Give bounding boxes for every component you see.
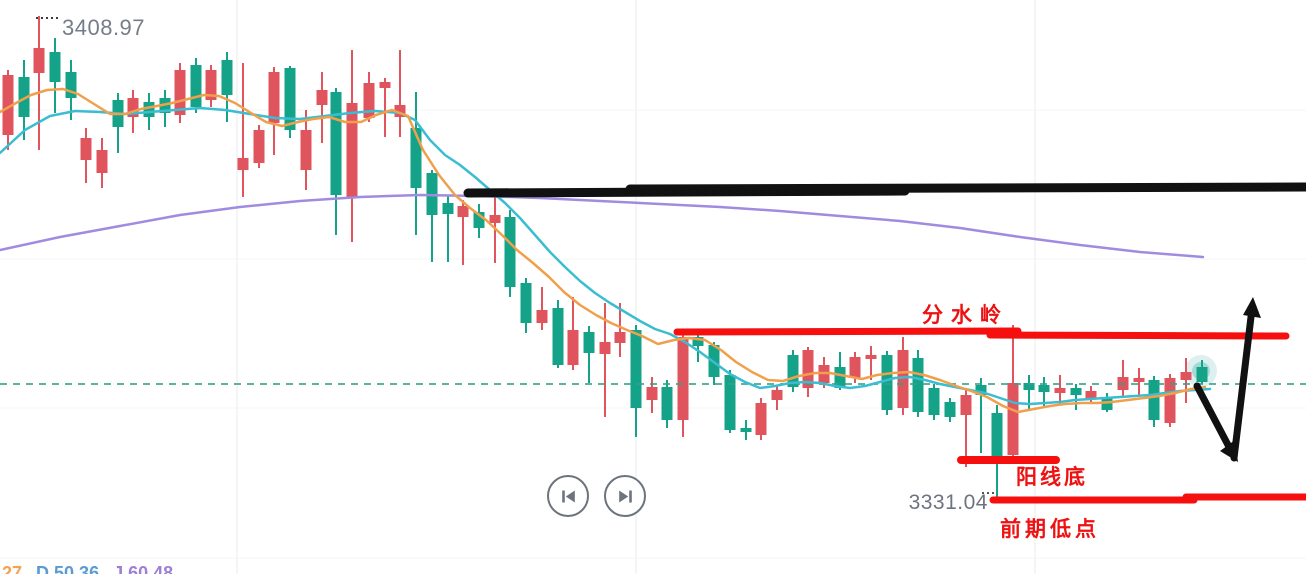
skip-back-icon bbox=[559, 487, 578, 506]
skip-to-end-button[interactable] bbox=[604, 475, 646, 517]
watershed-line-a bbox=[673, 327, 1022, 336]
ma-orange-fast bbox=[0, 87, 1207, 414]
skip-to-start-button[interactable] bbox=[547, 475, 589, 517]
skip-forward-icon bbox=[616, 487, 635, 506]
kdj-indicator-legend: 27 D 50.36 J 60.48 bbox=[2, 563, 187, 574]
candles bbox=[2, 16, 1208, 500]
ma-cyan bbox=[0, 106, 1212, 406]
black-trendline-b bbox=[625, 182, 1306, 194]
yang-bottom-annotation: 阳线底 bbox=[1016, 465, 1088, 489]
watershed-annotation: 分水岭 bbox=[922, 303, 1009, 327]
previous-low-annotation: 前期低点 bbox=[1000, 517, 1100, 541]
annotation-lines bbox=[463, 182, 1306, 504]
ma-purple-slow bbox=[0, 193, 1205, 259]
watershed-line-b bbox=[986, 331, 1290, 340]
trend-arrow bbox=[1193, 297, 1261, 462]
kdj-d-value: D 50.36 bbox=[36, 563, 100, 574]
high-price-label: 3408.97 bbox=[62, 15, 146, 40]
kdj-k-value: 27 bbox=[2, 563, 23, 574]
dotted-price-markers bbox=[36, 17, 996, 494]
low-price-label: 3331.04 bbox=[908, 491, 988, 514]
kdj-j-value: J 60.48 bbox=[113, 563, 174, 574]
moving-averages bbox=[0, 87, 1212, 414]
